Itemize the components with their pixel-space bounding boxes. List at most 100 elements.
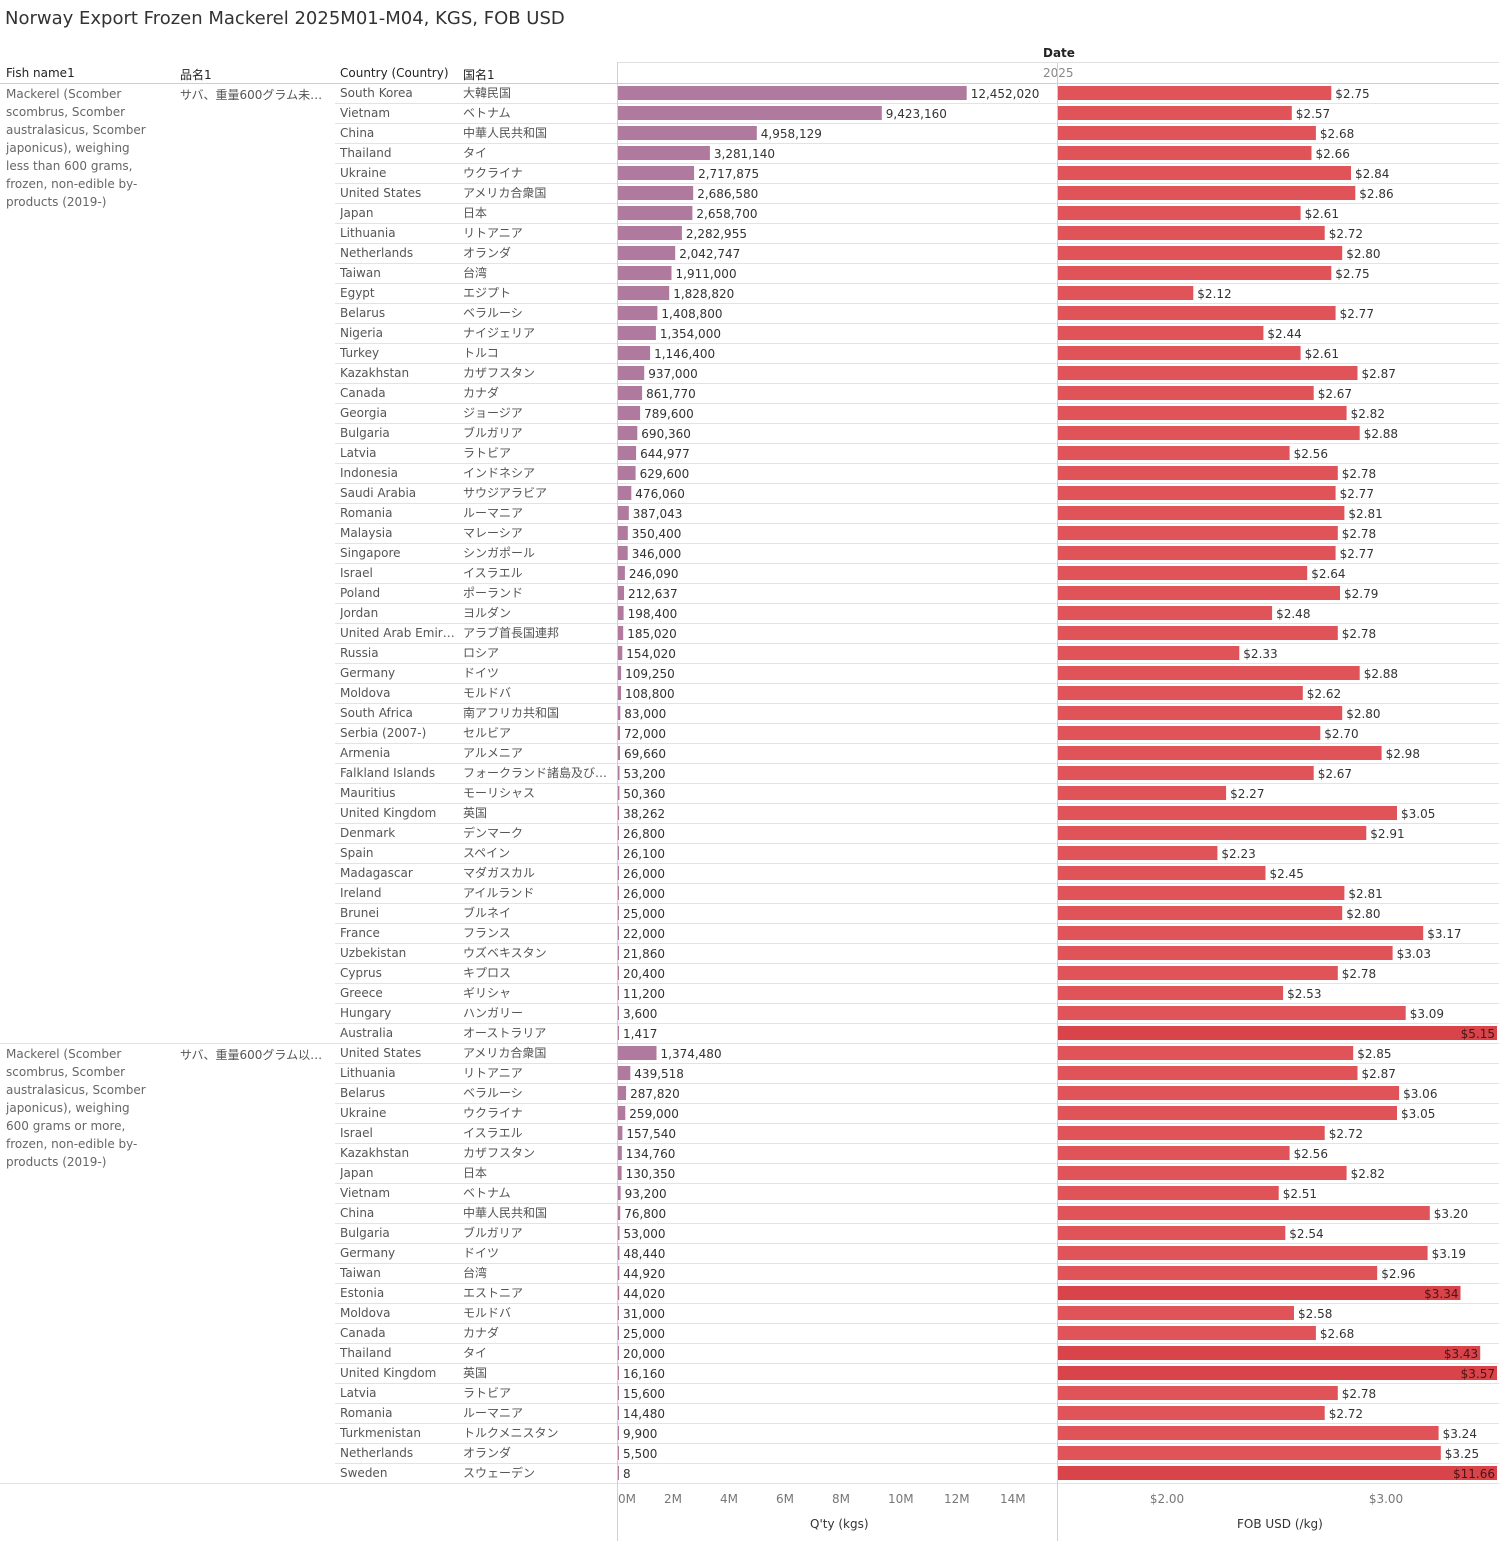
qty-bar: [618, 946, 619, 960]
price-bar: [1058, 826, 1367, 840]
price-bar: [1058, 666, 1360, 680]
qty-label: 154,020: [626, 647, 676, 661]
price-label: $2.80: [1346, 907, 1380, 921]
qty-bar: [618, 1026, 619, 1040]
qty-label: 11,200: [623, 987, 665, 1001]
price-bar: [1058, 266, 1332, 280]
price-bar: [1058, 1186, 1279, 1200]
price-label: $2.33: [1243, 647, 1277, 661]
qty-bar: [618, 426, 638, 440]
qty-bar: [618, 966, 619, 980]
price-label: $2.98: [1386, 747, 1420, 761]
qty-label: 1,374,480: [661, 1047, 722, 1061]
qty-bar: [618, 166, 695, 180]
price-bar: [1058, 586, 1340, 600]
price-bar: [1058, 326, 1264, 340]
price-bar: [1058, 806, 1397, 820]
qty-bar: [618, 346, 651, 360]
price-bar: [1058, 1326, 1316, 1340]
qty-bar: [618, 186, 694, 200]
qty-label: 476,060: [635, 487, 685, 501]
qty-bar: [618, 806, 620, 820]
price-label: $3.05: [1401, 807, 1435, 821]
fish-name: Mackerel (Scomber scombrus, Scomber aust…: [6, 1047, 146, 1169]
price-bar: [1058, 186, 1356, 200]
price-bar: [1058, 486, 1336, 500]
price-label: $3.09: [1410, 1007, 1444, 1021]
qty-bar: [618, 726, 620, 740]
price-bar: [1058, 1366, 1497, 1380]
country-jp-header: 国名1: [463, 68, 495, 82]
qty-label: 31,000: [623, 1307, 665, 1321]
price-label: $2.45: [1270, 867, 1304, 881]
price-label: $2.61: [1305, 207, 1339, 221]
price-label: $2.48: [1276, 607, 1310, 621]
qty-label: 9,423,160: [886, 107, 947, 121]
qty-bar: [618, 1046, 657, 1060]
qty-label: 350,400: [632, 527, 682, 541]
qty-bar: [618, 546, 628, 560]
price-label: $2.78: [1342, 527, 1376, 541]
qty-label: 690,360: [641, 427, 691, 441]
price-label: $3.19: [1432, 1247, 1466, 1261]
price-bar: [1058, 626, 1338, 640]
price-bar: [1058, 146, 1312, 160]
qty-label: 185,020: [627, 627, 677, 641]
price-label: $2.91: [1370, 827, 1404, 841]
price-label: $2.78: [1342, 627, 1376, 641]
qty-bar: [618, 926, 619, 940]
price-bar: [1058, 866, 1266, 880]
qty-label: 1,146,400: [654, 347, 715, 361]
qty-bar: [618, 506, 629, 520]
qty-label: 2,686,580: [697, 187, 758, 201]
price-bar: [1058, 766, 1314, 780]
price-label: $3.24: [1443, 1427, 1477, 1441]
price-label: $2.84: [1355, 167, 1389, 181]
qty-axis-tick: 2M: [664, 1492, 682, 1506]
price-label: $2.82: [1351, 1167, 1385, 1181]
price-bar: [1058, 1106, 1397, 1120]
qty-axis-tick: 10M: [888, 1492, 914, 1506]
qty-label: 72,000: [624, 727, 666, 741]
qty-label: 20,400: [623, 967, 665, 981]
price-bar: [1058, 526, 1338, 540]
price-label: $5.15: [1461, 1027, 1495, 1041]
price-bar: [1058, 1426, 1439, 1440]
qty-label: 53,200: [624, 767, 666, 781]
qty-bar: [618, 1306, 619, 1320]
qty-bar: [618, 326, 656, 340]
qty-label: 644,977: [640, 447, 690, 461]
qty-label: 21,860: [623, 947, 665, 961]
qty-bar: [618, 206, 693, 220]
qty-bar: [618, 126, 757, 140]
price-label: $3.57: [1461, 1367, 1495, 1381]
qty-label: 69,660: [624, 747, 666, 761]
price-label: $11.66: [1453, 1467, 1495, 1481]
price-label: $2.56: [1294, 447, 1328, 461]
qty-bar: [618, 1146, 622, 1160]
qty-bar: [618, 406, 641, 420]
price-label: $3.03: [1397, 947, 1431, 961]
qty-label: 861,770: [646, 387, 696, 401]
qty-label: 3,600: [623, 1007, 657, 1021]
qty-label: 157,540: [626, 1127, 676, 1141]
price-label: $2.44: [1267, 327, 1301, 341]
price-bar: [1058, 746, 1382, 760]
price-label: $2.80: [1346, 247, 1380, 261]
qty-label: 50,360: [623, 787, 665, 801]
price-bar: [1058, 1166, 1347, 1180]
price-label: $2.87: [1362, 367, 1396, 381]
qty-label: 5,500: [623, 1447, 657, 1461]
qty-label: 937,000: [648, 367, 698, 381]
price-bar: [1058, 466, 1338, 480]
price-bar: [1058, 1086, 1400, 1100]
qty-label: 14,480: [623, 1407, 665, 1421]
qty-bar: [618, 646, 623, 660]
qty-bar: [618, 686, 621, 700]
qty-bar: [618, 366, 645, 380]
fish-name: Mackerel (Scomber scombrus, Scomber aust…: [6, 87, 146, 209]
price-label: $2.67: [1318, 767, 1352, 781]
qty-label: 38,262: [623, 807, 665, 821]
qty-label: 1,828,820: [673, 287, 734, 301]
price-bar: [1058, 426, 1360, 440]
